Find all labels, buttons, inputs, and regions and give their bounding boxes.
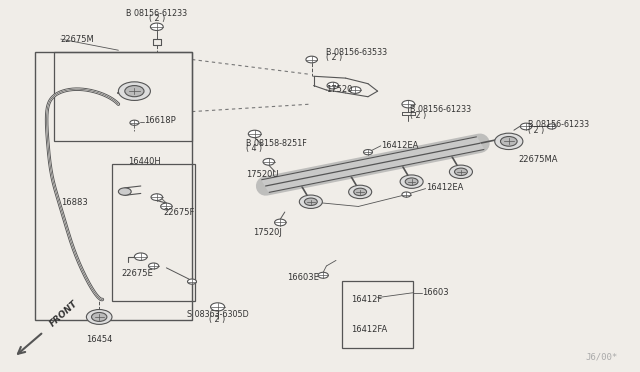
Bar (35, 52, 192, 320)
Circle shape (134, 253, 147, 260)
Circle shape (148, 263, 159, 269)
Text: B 08156-61233: B 08156-61233 (528, 120, 589, 129)
Text: ( 4 ): ( 4 ) (246, 144, 262, 153)
Text: 16883: 16883 (61, 198, 88, 207)
Text: ( 2 ): ( 2 ) (209, 315, 226, 324)
Bar (54, 52, 192, 141)
Text: B 08156-61233: B 08156-61233 (126, 9, 188, 17)
Text: 22675MA: 22675MA (518, 155, 558, 164)
Polygon shape (262, 137, 484, 192)
Text: 17520: 17520 (326, 85, 353, 94)
Circle shape (86, 310, 112, 324)
Text: FRONT: FRONT (48, 298, 79, 328)
Circle shape (130, 120, 139, 125)
Text: 16618P: 16618P (144, 116, 176, 125)
Circle shape (405, 178, 418, 185)
Text: 17520U: 17520U (246, 170, 279, 179)
Circle shape (495, 133, 523, 150)
Text: S 08363-6305D: S 08363-6305D (187, 310, 248, 319)
Bar (342, 281, 413, 348)
Circle shape (402, 100, 415, 108)
Text: 16412EA: 16412EA (426, 183, 463, 192)
Circle shape (150, 23, 163, 31)
Text: 16412F: 16412F (351, 295, 382, 304)
Text: 16412EA: 16412EA (381, 141, 418, 150)
Text: 22675E: 22675E (122, 269, 154, 278)
Circle shape (92, 312, 107, 321)
Circle shape (188, 279, 196, 284)
Circle shape (263, 158, 275, 165)
Text: B 08156-63533: B 08156-63533 (326, 48, 388, 57)
Circle shape (454, 168, 467, 176)
Circle shape (547, 124, 556, 129)
Circle shape (500, 137, 517, 146)
Circle shape (161, 203, 172, 210)
Circle shape (354, 188, 367, 196)
Circle shape (118, 82, 150, 100)
Circle shape (125, 86, 144, 97)
Text: 16440H: 16440H (128, 157, 161, 166)
Circle shape (349, 87, 361, 93)
Text: 22675M: 22675M (61, 35, 95, 44)
Text: ( 2 ): ( 2 ) (148, 14, 165, 23)
Text: B 08158-8251F: B 08158-8251F (246, 139, 307, 148)
Circle shape (275, 219, 286, 226)
Circle shape (449, 165, 472, 179)
Circle shape (305, 198, 317, 205)
Circle shape (349, 185, 372, 199)
Text: 16454: 16454 (86, 335, 113, 344)
Circle shape (306, 56, 317, 63)
Text: B 08156-61233: B 08156-61233 (410, 105, 471, 114)
Text: 17520J: 17520J (253, 228, 282, 237)
Circle shape (118, 188, 131, 195)
Text: 22675F: 22675F (163, 208, 195, 217)
Circle shape (520, 123, 532, 130)
Text: 16412FA: 16412FA (351, 325, 387, 334)
Circle shape (400, 175, 423, 188)
Circle shape (402, 192, 411, 197)
Circle shape (151, 194, 163, 201)
Text: 16603E: 16603E (287, 273, 319, 282)
Text: ( 2 ): ( 2 ) (326, 53, 342, 62)
Circle shape (327, 82, 339, 89)
Circle shape (300, 195, 323, 208)
Text: J6/00*: J6/00* (586, 353, 618, 362)
Circle shape (211, 303, 225, 311)
Text: 16603: 16603 (422, 288, 449, 296)
Circle shape (248, 130, 261, 138)
Text: ( 2 ): ( 2 ) (410, 111, 426, 120)
Circle shape (364, 150, 372, 155)
Text: ( 2 ): ( 2 ) (528, 126, 544, 135)
Bar (112, 164, 195, 301)
Circle shape (318, 272, 328, 278)
